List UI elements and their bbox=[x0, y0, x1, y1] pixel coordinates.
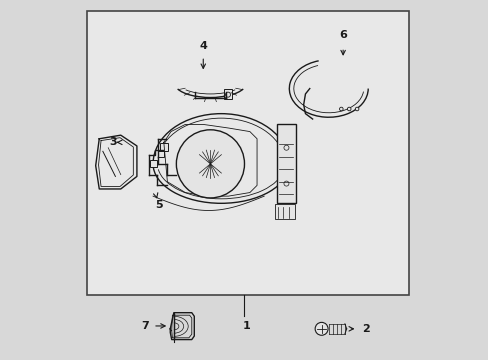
Bar bbox=[158, 151, 164, 157]
Text: 2: 2 bbox=[361, 324, 369, 334]
Bar bbox=[150, 160, 157, 167]
Circle shape bbox=[346, 107, 350, 111]
Text: 4: 4 bbox=[199, 41, 207, 50]
Circle shape bbox=[284, 145, 288, 150]
Bar bbox=[86, 12, 408, 295]
Circle shape bbox=[314, 322, 327, 335]
Circle shape bbox=[176, 130, 244, 198]
Text: 3: 3 bbox=[109, 138, 117, 147]
Text: 5: 5 bbox=[155, 200, 163, 210]
Circle shape bbox=[225, 92, 230, 97]
Bar bbox=[224, 89, 231, 99]
Bar bbox=[274, 204, 294, 220]
Circle shape bbox=[355, 107, 358, 111]
Text: 6: 6 bbox=[339, 30, 346, 40]
Circle shape bbox=[284, 181, 288, 186]
Text: 1: 1 bbox=[242, 321, 250, 331]
Circle shape bbox=[339, 107, 343, 111]
Text: 7: 7 bbox=[141, 321, 148, 331]
Bar bbox=[160, 143, 168, 151]
Bar bbox=[276, 125, 296, 203]
